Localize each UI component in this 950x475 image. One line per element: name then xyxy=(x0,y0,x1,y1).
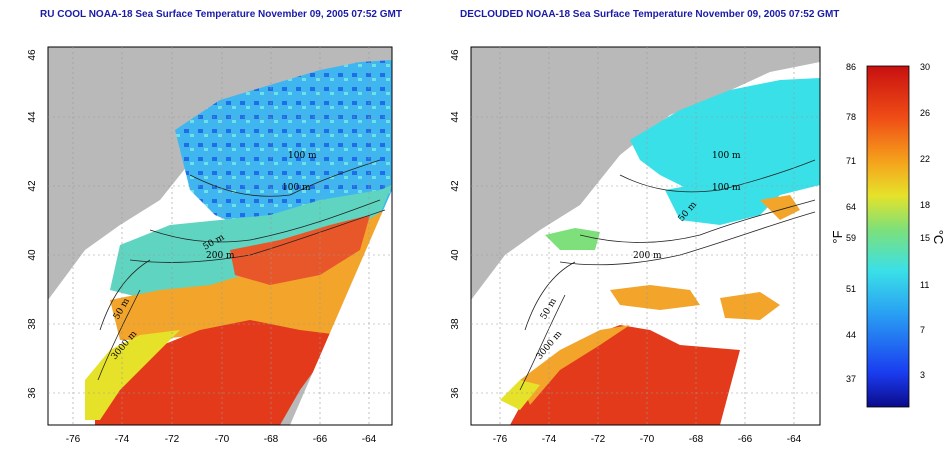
fahrenheit-tick: 64 xyxy=(846,202,856,212)
lon-tick-label: -70 xyxy=(215,434,230,445)
cold-water-region xyxy=(175,60,392,240)
contour-line xyxy=(189,159,381,197)
contour-line xyxy=(619,159,816,193)
lat-tick-label: 40 xyxy=(27,249,38,261)
lon-tick-label: -66 xyxy=(738,434,753,445)
lon-tick-label: -76 xyxy=(66,434,81,445)
celsius-tick: 11 xyxy=(920,280,929,290)
fahrenheit-unit-label: °F xyxy=(830,230,845,243)
contour-label: 100 m xyxy=(712,183,741,193)
right-lat-axis: 46 44 42 40 38 36 xyxy=(450,49,461,399)
swath-edge xyxy=(290,190,392,425)
contour-line xyxy=(97,289,141,381)
cold-water-region xyxy=(630,78,820,200)
left-map-frame xyxy=(47,46,393,426)
contour-line xyxy=(559,211,816,266)
lon-tick-label: -64 xyxy=(362,434,377,445)
fahrenheit-tick: 37 xyxy=(846,374,856,384)
lon-tick-label: -68 xyxy=(689,434,704,445)
coastal-transition-region xyxy=(500,380,540,410)
fahrenheit-tick: 59 xyxy=(846,233,856,243)
warm-patch xyxy=(760,195,800,220)
warm-patch xyxy=(720,292,780,320)
lon-tick-label: -70 xyxy=(640,434,655,445)
left-map: 100 m 100 m 50 m 200 m 50 m 3000 m 46 44… xyxy=(27,46,393,445)
lon-tick-label: -76 xyxy=(493,434,508,445)
colorbar-celsius-ticks: 30 26 22 18 15 11 7 3 xyxy=(920,62,930,380)
celsius-tick: 18 xyxy=(920,200,930,210)
lat-tick-label: 44 xyxy=(27,111,38,123)
contour-label: 100 m xyxy=(282,183,311,193)
celsius-tick: 22 xyxy=(920,154,930,164)
lon-tick-label: -74 xyxy=(115,434,130,445)
colorbar: 86 78 71 64 59 51 44 37 30 26 22 18 15 1… xyxy=(830,62,946,408)
fahrenheit-tick: 86 xyxy=(846,62,856,72)
contour-label: 200 m xyxy=(206,251,235,261)
contour-label: 100 m xyxy=(712,151,741,161)
contour-line xyxy=(579,199,816,243)
warm-band-region xyxy=(520,325,630,405)
lon-tick-label: -72 xyxy=(165,434,180,445)
lat-tick-label: 40 xyxy=(450,249,461,261)
lat-tick-label: 46 xyxy=(450,49,461,61)
lat-tick-label: 36 xyxy=(27,387,38,399)
lon-tick-label: -64 xyxy=(787,434,802,445)
fahrenheit-tick: 51 xyxy=(846,284,856,294)
right-map-frame xyxy=(470,46,821,426)
right-graticule xyxy=(471,47,820,425)
contour-label: 100 m xyxy=(288,151,317,161)
warm-patch xyxy=(610,285,700,310)
lon-tick-label: -68 xyxy=(264,434,279,445)
colorbar-gradient xyxy=(866,65,910,408)
celsius-tick: 30 xyxy=(920,62,930,72)
warm-eddy-region xyxy=(230,215,370,285)
celsius-tick: 15 xyxy=(920,233,930,243)
left-lat-axis: 46 44 42 40 38 36 xyxy=(27,49,38,399)
lat-tick-label: 46 xyxy=(27,49,38,61)
lon-tick-label: -66 xyxy=(313,434,328,445)
lat-tick-label: 42 xyxy=(27,180,38,192)
colorbar-fahrenheit-ticks: 86 78 71 64 59 51 44 37 xyxy=(846,62,856,384)
left-panel-title: RU COOL NOAA-18 Sea Surface Temperature … xyxy=(40,9,402,20)
contour-line xyxy=(99,259,151,331)
lat-tick-label: 38 xyxy=(27,318,38,330)
lat-tick-label: 44 xyxy=(450,111,461,123)
left-lon-axis: -76 -74 -72 -70 -68 -66 -64 xyxy=(66,434,377,445)
fahrenheit-tick: 71 xyxy=(846,156,856,166)
lat-tick-label: 38 xyxy=(450,318,461,330)
lat-tick-label: 42 xyxy=(450,180,461,192)
fahrenheit-tick: 78 xyxy=(846,112,856,122)
lon-tick-label: -72 xyxy=(591,434,606,445)
contour-line xyxy=(149,199,381,243)
lat-tick-label: 36 xyxy=(450,387,461,399)
left-graticule xyxy=(48,47,392,425)
celsius-unit-label: °C xyxy=(931,230,946,245)
contour-line xyxy=(524,261,576,331)
right-lon-axis: -76 -74 -72 -70 -68 -66 -64 xyxy=(493,434,802,445)
contour-label: 200 m xyxy=(633,251,662,261)
coastal-transition-region xyxy=(85,330,180,420)
contour-line xyxy=(519,294,566,391)
celsius-tick: 26 xyxy=(920,108,930,118)
fahrenheit-tick: 44 xyxy=(846,330,856,340)
celsius-tick: 7 xyxy=(920,325,925,335)
gulf-stream-region xyxy=(95,320,340,425)
shelf-water-region xyxy=(545,228,600,250)
right-panel-title: DECLOUDED NOAA-18 Sea Surface Temperatur… xyxy=(460,9,840,20)
right-map: 100 m 100 m 50 m 200 m 50 m 3000 m 46 44… xyxy=(450,46,821,445)
lon-tick-label: -74 xyxy=(542,434,557,445)
celsius-tick: 3 xyxy=(920,370,925,380)
